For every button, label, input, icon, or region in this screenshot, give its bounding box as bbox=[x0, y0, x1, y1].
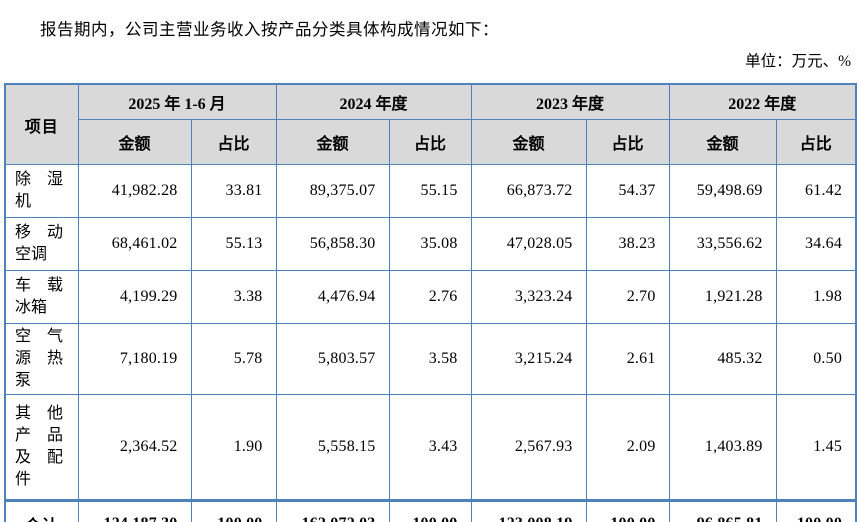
amount-cell: 66,873.72 bbox=[470, 164, 587, 218]
ratio-cell: 2.61 bbox=[585, 323, 670, 395]
total-amount-cell: 96,865.81 bbox=[668, 499, 777, 522]
total-amount-cell: 123,008.19 bbox=[470, 499, 587, 522]
table-header: 项目 2025 年 1-6 月 2024 年度 2023 年度 2022 年度 … bbox=[4, 83, 857, 165]
amount-subheader: 金额 bbox=[668, 119, 777, 165]
ratio-cell: 3.38 bbox=[190, 270, 277, 324]
ratio-cell: 2.76 bbox=[388, 270, 472, 324]
ratio-cell: 34.64 bbox=[775, 217, 857, 271]
amount-cell: 41,982.28 bbox=[77, 164, 192, 218]
amount-cell: 1,921.28 bbox=[668, 270, 777, 324]
amount-cell: 1,403.89 bbox=[668, 394, 777, 501]
amount-cell: 59,498.69 bbox=[668, 164, 777, 218]
ratio-cell: 5.78 bbox=[190, 323, 277, 395]
ratio-cell: 35.08 bbox=[388, 217, 472, 271]
amount-cell: 5,803.57 bbox=[275, 323, 390, 395]
period-header-2025h1: 2025 年 1-6 月 bbox=[77, 83, 277, 120]
total-ratio-cell: 100.00 bbox=[190, 499, 277, 522]
product-label-cell: 移 动 空调 bbox=[4, 217, 79, 271]
amount-subheader: 金额 bbox=[77, 119, 192, 165]
amount-cell: 5,558.15 bbox=[275, 394, 390, 501]
ratio-cell: 55.15 bbox=[388, 164, 472, 218]
total-amount-cell: 162,072.03 bbox=[275, 499, 390, 522]
period-header-2023: 2023 年度 bbox=[470, 83, 670, 120]
ratio-cell: 33.81 bbox=[190, 164, 277, 218]
total-ratio-cell: 100.00 bbox=[388, 499, 472, 522]
intro-text: 报告期内，公司主营业务收入按产品分类具体构成情况如下： bbox=[40, 20, 499, 39]
amount-cell: 2,364.52 bbox=[77, 394, 192, 501]
ratio-cell: 61.42 bbox=[775, 164, 857, 218]
amount-cell: 4,476.94 bbox=[275, 270, 390, 324]
ratio-subheader: 占比 bbox=[388, 119, 472, 165]
product-row-heat-pump: 空 气 源 热 泵 7,180.19 5.78 5,803.57 3.58 3,… bbox=[4, 323, 857, 395]
subheader-row: 金额 占比 金额 占比 金额 占比 金额 占比 bbox=[5, 119, 857, 165]
product-row-car-fridge: 车 载 冰箱 4,199.29 3.38 4,476.94 2.76 3,323… bbox=[4, 270, 857, 324]
amount-subheader: 金额 bbox=[470, 119, 587, 165]
total-label-cell: 合计 bbox=[4, 499, 79, 522]
total-amount-cell: 124,187.30 bbox=[77, 499, 192, 522]
ratio-subheader: 占比 bbox=[190, 119, 277, 165]
period-header-2022: 2022 年度 bbox=[668, 83, 857, 120]
ratio-cell: 1.45 bbox=[775, 394, 857, 501]
amount-cell: 485.32 bbox=[668, 323, 777, 395]
ratio-cell: 54.37 bbox=[585, 164, 670, 218]
ratio-cell: 2.09 bbox=[585, 394, 670, 501]
amount-cell: 3,215.24 bbox=[470, 323, 587, 395]
product-label-cell: 空 气 源 热 泵 bbox=[4, 323, 79, 395]
ratio-cell: 55.13 bbox=[190, 217, 277, 271]
period-header-row: 项目 2025 年 1-6 月 2024 年度 2023 年度 2022 年度 bbox=[4, 83, 857, 165]
total-ratio-cell: 100.00 bbox=[775, 499, 857, 522]
product-row-mobile-ac: 移 动 空调 68,461.02 55.13 56,858.30 35.08 4… bbox=[4, 217, 857, 271]
product-row-dehumidifier: 除 湿 机 41,982.28 33.81 89,375.07 55.15 66… bbox=[4, 164, 857, 218]
amount-cell: 4,199.29 bbox=[77, 270, 192, 324]
revenue-by-product-table: 项目 2025 年 1-6 月 2024 年度 2023 年度 2022 年度 … bbox=[4, 83, 858, 522]
ratio-subheader: 占比 bbox=[585, 119, 670, 165]
amount-cell: 56,858.30 bbox=[275, 217, 390, 271]
period-header-2024: 2024 年度 bbox=[275, 83, 472, 120]
amount-cell: 3,323.24 bbox=[470, 270, 587, 324]
ratio-cell: 38.23 bbox=[585, 217, 670, 271]
unit-note: 单位：万元、% bbox=[745, 53, 851, 70]
total-row: 合计 124,187.30 100.00 162,072.03 100.00 1… bbox=[4, 499, 857, 522]
ratio-cell: 0.50 bbox=[775, 323, 857, 395]
ratio-subheader: 占比 bbox=[775, 119, 857, 165]
ratio-cell: 1.98 bbox=[775, 270, 857, 324]
ratio-cell: 3.58 bbox=[388, 323, 472, 395]
product-label-cell: 除 湿 机 bbox=[4, 164, 79, 218]
amount-cell: 2,567.93 bbox=[470, 394, 587, 501]
amount-cell: 33,556.62 bbox=[668, 217, 777, 271]
amount-cell: 7,180.19 bbox=[77, 323, 192, 395]
product-label-cell: 其 他 产 品 及 配 件 bbox=[4, 394, 79, 501]
amount-cell: 47,028.05 bbox=[470, 217, 587, 271]
ratio-cell: 2.70 bbox=[585, 270, 670, 324]
ratio-cell: 3.43 bbox=[388, 394, 472, 501]
item-column-header: 项目 bbox=[4, 83, 79, 165]
amount-cell: 89,375.07 bbox=[275, 164, 390, 218]
amount-subheader: 金额 bbox=[275, 119, 390, 165]
document-page: 报告期内，公司主营业务收入按产品分类具体构成情况如下： 单位：万元、% 项目 2… bbox=[0, 18, 859, 522]
amount-cell: 68,461.02 bbox=[77, 217, 192, 271]
product-label-cell: 车 载 冰箱 bbox=[4, 270, 79, 324]
product-row-other-products: 其 他 产 品 及 配 件 2,364.52 1.90 5,558.15 3.4… bbox=[4, 394, 857, 501]
ratio-cell: 1.90 bbox=[190, 394, 277, 501]
total-ratio-cell: 100.00 bbox=[585, 499, 670, 522]
table-body: 除 湿 机 41,982.28 33.81 89,375.07 55.15 66… bbox=[4, 164, 857, 522]
